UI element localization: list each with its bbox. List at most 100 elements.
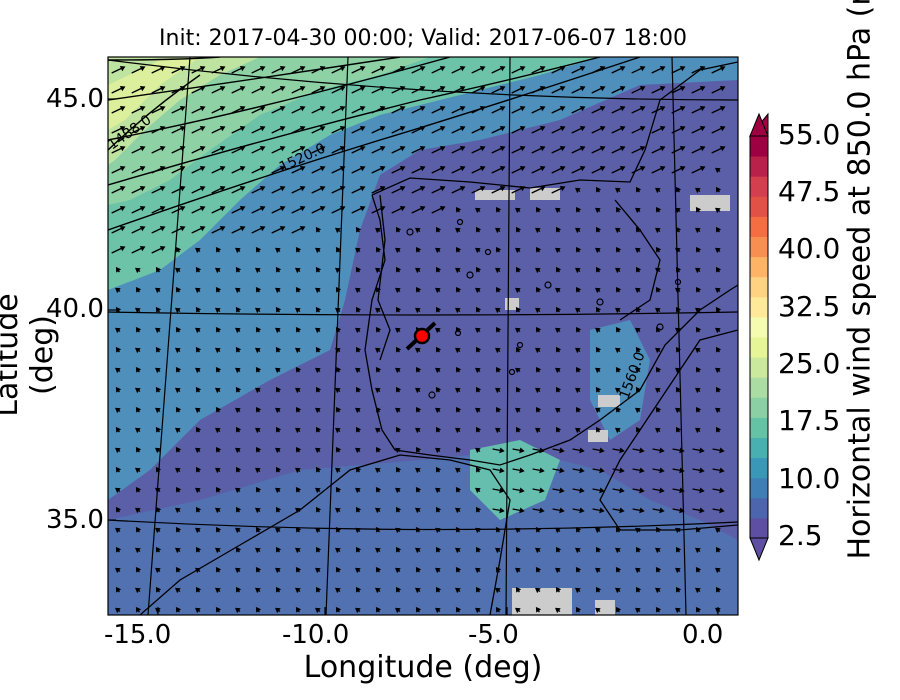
wind-arrow-head	[435, 306, 442, 313]
wind-arrow-head	[475, 466, 482, 473]
wind-arrow-head	[315, 466, 322, 473]
wind-arrow-head	[115, 586, 122, 593]
wind-arrow-head	[159, 225, 166, 232]
wind-arrow-head	[455, 206, 462, 213]
wind-arrow-head	[639, 145, 646, 152]
wind-arrow-head	[235, 426, 242, 433]
wind-arrow-head	[395, 546, 402, 553]
wind-arrow-head	[154, 527, 161, 534]
wind-arrow-head	[399, 205, 406, 212]
wind-arrow-head	[319, 165, 326, 172]
wind-arrow-head	[359, 125, 366, 132]
wind-arrow-head	[615, 246, 622, 253]
wind-arrow-head	[195, 466, 202, 473]
wind-arrow-head	[635, 586, 642, 593]
wind-arrow-head	[434, 487, 441, 494]
wind-arrow-head	[275, 266, 282, 273]
colorbar-segment	[750, 357, 768, 378]
wind-arrow-head	[199, 65, 206, 72]
wind-arrow-head	[235, 506, 242, 513]
wind-arrow-head	[254, 387, 261, 394]
wind-arrow-head	[139, 65, 146, 72]
wind-arrow-head	[175, 486, 182, 493]
plot-title: Init: 2017-04-30 00:00; Valid: 2017-06-0…	[159, 26, 687, 51]
wind-arrow-head	[295, 446, 302, 453]
wind-arrow-head	[274, 607, 281, 614]
wind-arrow-head	[719, 85, 726, 92]
wind-arrow-head	[494, 227, 501, 234]
wind-arrow-head	[259, 145, 266, 152]
wind-arrow-head	[254, 427, 261, 434]
wind-arrow-head	[539, 185, 546, 192]
wind-arrow-head	[454, 227, 461, 234]
wind-arrow-head	[595, 386, 602, 393]
wind-arrow-head	[214, 267, 221, 274]
wind-arrow-head	[274, 447, 281, 454]
wind-arrow-head	[195, 386, 202, 393]
wind-arrow-head	[635, 546, 642, 553]
wind-arrow-head	[195, 306, 202, 313]
wind-arrow-head	[415, 366, 422, 373]
wind-arrow-head	[175, 446, 182, 453]
wind-arrow-head	[355, 306, 362, 313]
wind-arrow-head	[335, 366, 342, 373]
wind-arrow-head	[535, 366, 542, 373]
wind-arrow-head	[635, 186, 642, 193]
wind-arrow-head	[679, 467, 685, 474]
wind-arrow-head	[519, 467, 525, 474]
wind-arrow-head	[594, 567, 601, 574]
wind-arrow-head	[154, 567, 161, 574]
wind-arrow-head	[379, 85, 386, 92]
wind-arrow-head	[695, 366, 702, 373]
wind-arrow-head	[395, 306, 402, 313]
wind-arrow-head	[719, 467, 725, 474]
wind-arrow-head	[374, 387, 381, 394]
wind-arrow-head	[114, 407, 121, 414]
wind-arrow-head	[175, 326, 182, 333]
wind-arrow-head	[559, 507, 565, 514]
wind-arrow-head	[355, 426, 362, 433]
wind-arrow-head	[135, 566, 142, 573]
wind-arrow-head	[219, 205, 226, 212]
wind-arrow-head	[594, 367, 601, 374]
wind-arrow-head	[375, 286, 382, 293]
wind-arrow-head	[395, 506, 402, 513]
wind-arrow-head	[395, 426, 402, 433]
wind-arrow-head	[715, 586, 722, 593]
wind-arrow-head	[455, 366, 462, 373]
wind-arrow-head	[259, 85, 266, 92]
wind-arrow-head	[279, 145, 286, 152]
wind-arrow-head	[639, 487, 645, 494]
wind-arrow-head	[234, 407, 241, 414]
wind-arrow-head	[499, 487, 505, 494]
wind-arrow-head	[139, 185, 146, 192]
wind-arrow-head	[435, 466, 442, 473]
wind-arrow-head	[335, 606, 342, 613]
wind-arrow-head	[375, 326, 382, 333]
wind-arrow-head	[379, 105, 386, 112]
wind-arrow-head	[714, 367, 721, 374]
wind-arrow-head	[319, 145, 326, 152]
wind-arrow-head	[419, 105, 426, 112]
wind-arrow-head	[475, 506, 482, 513]
wind-arrow-head	[375, 366, 382, 373]
wind-arrow-head	[435, 426, 442, 433]
wind-arrow-head	[415, 246, 422, 253]
wind-arrow-head	[555, 306, 562, 313]
wind-arrow-head	[259, 125, 266, 132]
wind-arrow-head	[434, 287, 441, 294]
wind-arrow-head	[655, 366, 662, 373]
wind-arrow-head	[334, 467, 341, 474]
wind-arrow-head	[535, 286, 542, 293]
wind-arrow-head	[274, 567, 281, 574]
wind-arrow-head	[579, 65, 586, 72]
wind-arrow-head	[294, 267, 301, 274]
wind-arrow-head	[599, 467, 605, 474]
wind-arrow-head	[595, 426, 602, 433]
wind-arrow-head	[579, 165, 586, 172]
wind-arrow-head	[355, 506, 362, 513]
wind-arrow-head	[294, 547, 301, 554]
wind-arrow-head	[299, 65, 306, 72]
wind-arrow-head	[339, 165, 346, 172]
wind-arrow-head	[379, 185, 386, 192]
